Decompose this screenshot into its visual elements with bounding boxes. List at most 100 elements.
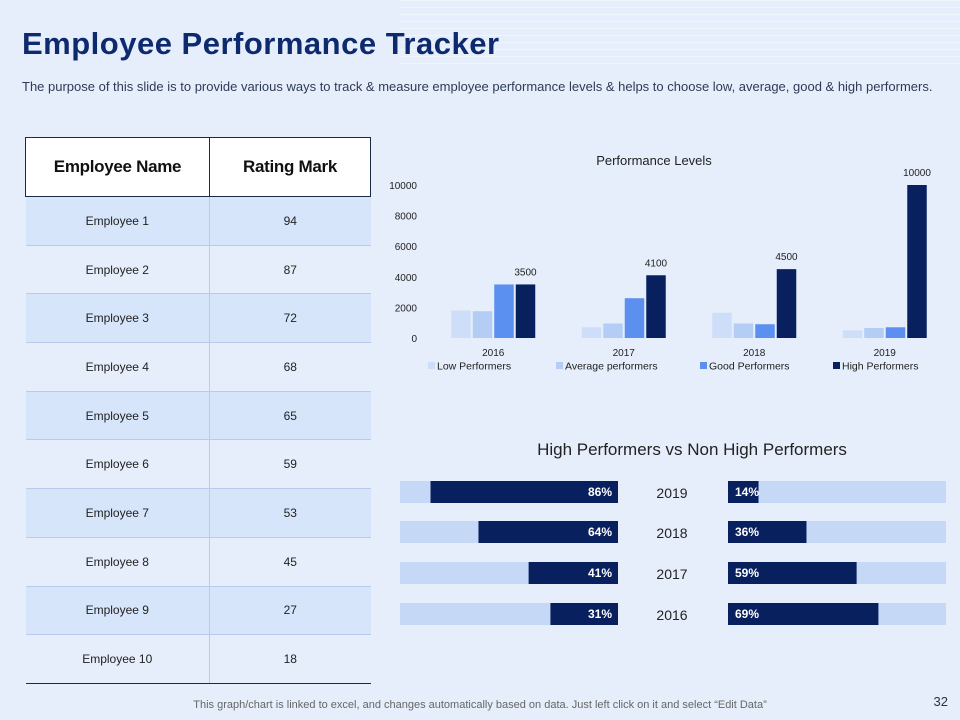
chart1-bar-good-performers <box>624 298 645 338</box>
chart2-left-label: 31% <box>588 607 612 621</box>
table-header-row: Employee Name Rating Mark <box>25 137 371 197</box>
employee-name-cell: Employee 5 <box>25 391 210 441</box>
chart1-legend-label: Low Performers <box>437 361 511 373</box>
rating-mark-cell: 94 <box>209 196 371 246</box>
employee-name-cell: Employee 4 <box>25 342 210 392</box>
rating-mark-cell: 27 <box>209 586 371 636</box>
page-number: 32 <box>933 694 948 709</box>
chart1-bar-good-performers <box>494 284 514 338</box>
chart1-x-tick: 2016 <box>482 348 505 359</box>
chart1-y-tick: 2000 <box>395 303 418 314</box>
chart1-x-tick: 2019 <box>874 348 897 359</box>
chart1-legend-label: Good Performers <box>709 361 790 373</box>
footer-note: This graph/chart is linked to excel, and… <box>193 699 767 711</box>
chart1-legend-label: Average performers <box>565 361 658 373</box>
chart2-right-track <box>728 481 946 503</box>
chart2-left-label: 64% <box>588 525 612 539</box>
chart1-bar-average-performers <box>733 323 754 338</box>
chart2-right-bar <box>728 521 807 543</box>
chart1-legend-swatch <box>556 362 563 369</box>
chart2-left-label: 41% <box>588 566 612 580</box>
chart2-year-label: 2019 <box>656 485 687 501</box>
employee-name-cell: Employee 2 <box>25 245 210 295</box>
table-row: Employee 10 18 <box>25 634 371 684</box>
rating-mark-cell: 72 <box>209 293 371 344</box>
chart1-y-tick: 0 <box>411 334 417 345</box>
chart2-year-label: 2018 <box>656 525 687 541</box>
employee-rating-table: Employee Name Rating Mark Employee 1 94 Em… <box>25 137 371 684</box>
chart2-right-label: 36% <box>735 525 759 539</box>
chart1-title: Performance Levels <box>596 153 712 168</box>
chart2-left-bar <box>478 521 618 543</box>
table-row: Employee 2 87 <box>25 245 371 295</box>
chart1-x-tick: 2017 <box>613 348 636 359</box>
chart1-bar-average-performers <box>472 311 493 338</box>
chart2-right-bar <box>728 481 759 503</box>
rating-mark-cell: 18 <box>209 634 371 684</box>
rating-mark-cell: 53 <box>209 488 371 538</box>
chart1-bar-high-performers <box>776 269 797 338</box>
page-subtitle: The purpose of this slide is to provide … <box>22 79 933 94</box>
chart1-bar-average-performers <box>864 328 884 338</box>
chart1-bar-high-performers <box>907 185 927 338</box>
table-row: Employee 7 53 <box>25 488 371 538</box>
employee-name-cell: Employee 1 <box>25 196 210 246</box>
chart1-y-tick: 4000 <box>395 273 418 284</box>
chart2-left-bar <box>430 481 618 503</box>
chart2-year-label: 2017 <box>656 566 687 582</box>
header-employee-name: Employee Name <box>25 137 210 197</box>
employee-name-cell: Employee 9 <box>25 586 210 636</box>
chart2-right-bar <box>728 603 879 625</box>
chart1-data-label: 3500 <box>514 267 537 278</box>
chart1-data-label: 10000 <box>903 168 931 179</box>
chart2-left-label: 86% <box>588 485 612 499</box>
chart1-bar-low-performers <box>842 330 863 338</box>
table-row: Employee 1 94 <box>25 196 371 246</box>
chart1-y-tick: 6000 <box>395 242 418 253</box>
chart1-bar-good-performers <box>885 327 906 338</box>
rating-mark-cell: 45 <box>209 537 371 587</box>
employee-name-cell: Employee 8 <box>25 537 210 587</box>
chart2-left-bar <box>528 562 618 584</box>
chart1-legend-label: High Performers <box>842 361 918 373</box>
chart1-y-tick: 8000 <box>395 212 418 223</box>
employee-name-cell: Employee 10 <box>25 634 210 684</box>
rating-mark-cell: 87 <box>209 245 371 295</box>
chart2-right-bar <box>728 562 857 584</box>
rating-mark-cell: 68 <box>209 342 371 392</box>
rating-mark-cell: 59 <box>209 439 371 490</box>
chart1-bar-average-performers <box>603 323 623 338</box>
table-row: Employee 8 45 <box>25 537 371 587</box>
table-row: Employee 4 68 <box>25 342 371 392</box>
chart2-right-label: 59% <box>735 566 759 580</box>
chart2-right-label: 69% <box>735 607 759 621</box>
chart1-bar-high-performers <box>515 284 536 338</box>
table-row: Employee 6 59 <box>25 439 371 490</box>
chart1-bar-low-performers <box>712 312 732 338</box>
chart1-bar-low-performers <box>581 327 602 338</box>
chart1-bar-good-performers <box>755 324 775 338</box>
chart2-title: High Performers vs Non High Performers <box>537 440 847 459</box>
chart1-x-tick: 2018 <box>743 348 766 359</box>
employee-name-cell: Employee 3 <box>25 293 210 344</box>
chart1-legend-swatch <box>833 362 840 369</box>
employee-name-cell: Employee 7 <box>25 488 210 538</box>
chart2-right-label: 14% <box>735 485 759 499</box>
chart1-legend-swatch <box>700 362 707 369</box>
table-row: Employee 3 72 <box>25 293 371 344</box>
rating-mark-cell: 65 <box>209 391 371 441</box>
chart2-year-label: 2016 <box>656 607 687 623</box>
chart1-data-label: 4100 <box>645 258 668 269</box>
employee-name-cell: Employee 6 <box>25 439 210 490</box>
chart1-data-label: 4500 <box>775 252 798 263</box>
table-body: Employee 1 94 Employee 2 87 Employee 3 72 Empl… <box>25 196 371 684</box>
table-row: Employee 9 27 <box>25 586 371 636</box>
chart1-bar-low-performers <box>451 310 471 338</box>
chart1-bar-high-performers <box>646 275 666 338</box>
chart2-left-bar <box>550 603 618 625</box>
chart1-legend-swatch <box>428 362 435 369</box>
chart1-y-tick: 10000 <box>389 181 417 192</box>
page-title: Employee Performance Tracker <box>22 26 500 61</box>
charts-canvas: Performance Levels 0 2000 4000 6000 8000 10000… <box>389 153 946 625</box>
table-row: Employee 5 65 <box>25 391 371 441</box>
